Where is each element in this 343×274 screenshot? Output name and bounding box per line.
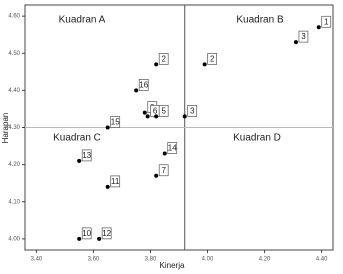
point-label-box [101,227,112,240]
point [293,40,298,45]
point-label-box [110,116,121,128]
point-label: 16 [139,80,148,89]
x-tick-label: 4.00 [202,257,214,263]
point-label: 12 [102,229,111,238]
point-label: 10 [82,229,91,238]
point-label: 5 [161,106,166,115]
point [77,158,82,163]
point [134,88,139,93]
point-label-box [207,53,218,65]
point-label: 2 [161,55,166,64]
point [97,236,102,241]
point [105,125,110,130]
point-label-box [298,30,309,43]
y-tick-label: 4.10 [8,199,20,205]
point-label: 13 [82,151,91,160]
y-tick-label: 4.50 [8,51,20,57]
point-label: 11 [111,177,120,186]
point-label: 3 [190,106,195,115]
x-axis-title: Kinerja [160,261,185,270]
point [145,114,150,119]
point-label: 3 [301,32,306,41]
point-label: 15 [111,118,120,127]
point [154,114,159,119]
y-tick-label: 4.20 [8,162,20,168]
point [154,62,159,67]
point-label: 2 [210,55,215,64]
point [202,62,207,67]
y-tick-label: 4.00 [8,236,20,242]
point-label-box [138,79,149,91]
x-tick-label: 4.20 [259,257,271,263]
point [162,151,167,156]
point-label: 14 [168,144,177,153]
point-label-box [158,53,169,65]
point [182,114,187,119]
point-label-box [81,227,92,240]
point-label-box [110,175,121,188]
quadrant-label: Kuadran B [236,15,284,26]
point-label-box [158,105,169,117]
point-label: 6 [153,106,158,115]
point [316,25,321,30]
point-label-box [81,149,92,162]
quadrant-label: Kuadran C [53,133,101,144]
x-tick-label: 4.40 [316,257,328,263]
y-tick-label: 4.60 [8,14,20,20]
point-label-box [167,142,178,154]
point-label: 1 [324,17,329,26]
y-axis-title: Harapan [1,113,10,144]
point [154,173,159,178]
y-tick-label: 4.30 [8,125,20,131]
point [77,236,82,241]
point [105,184,110,189]
point-label-box [187,105,198,117]
quadrant-label: Kuadran D [233,133,281,144]
point [142,110,147,115]
x-tick-label: 3.40 [31,257,43,263]
x-tick-label: 3.80 [145,257,157,263]
point-label-box [158,164,169,177]
quadrant-label: Kuadran A [59,15,106,26]
point-label: 7 [161,166,166,175]
y-tick-label: 4.40 [8,88,20,94]
point-label-box [321,15,332,28]
x-tick-label: 3.60 [88,257,100,263]
